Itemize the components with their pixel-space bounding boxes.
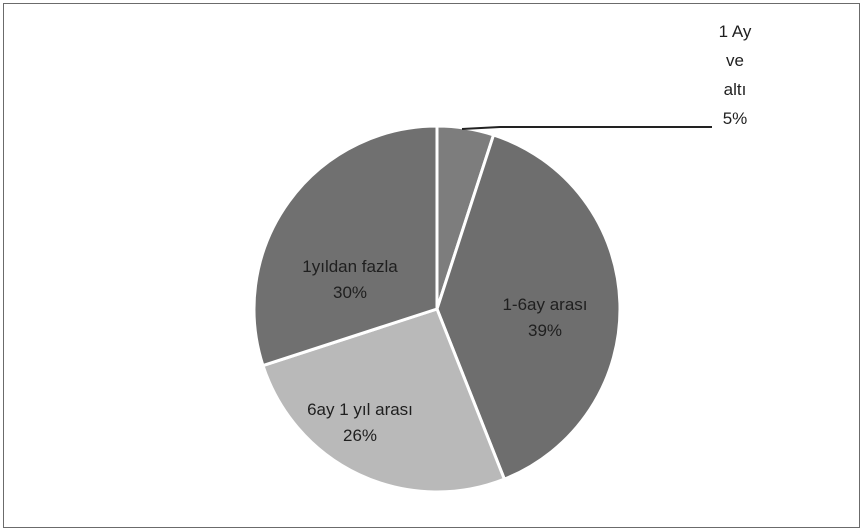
pie-slice-2 <box>435 133 622 482</box>
slice-label-4: 1yıldan fazla 30% <box>302 257 398 302</box>
pie-slice-3 <box>261 307 507 494</box>
slice-label-1: 1 Ay ve altı 5% <box>719 22 752 128</box>
slice-label-3: 6ay 1 yıl arası 26% <box>307 400 413 445</box>
callout-leader-line <box>461 126 712 130</box>
slice-label-2: 1-6ay arası 39% <box>502 295 587 340</box>
pie-slice-4 <box>252 124 439 368</box>
